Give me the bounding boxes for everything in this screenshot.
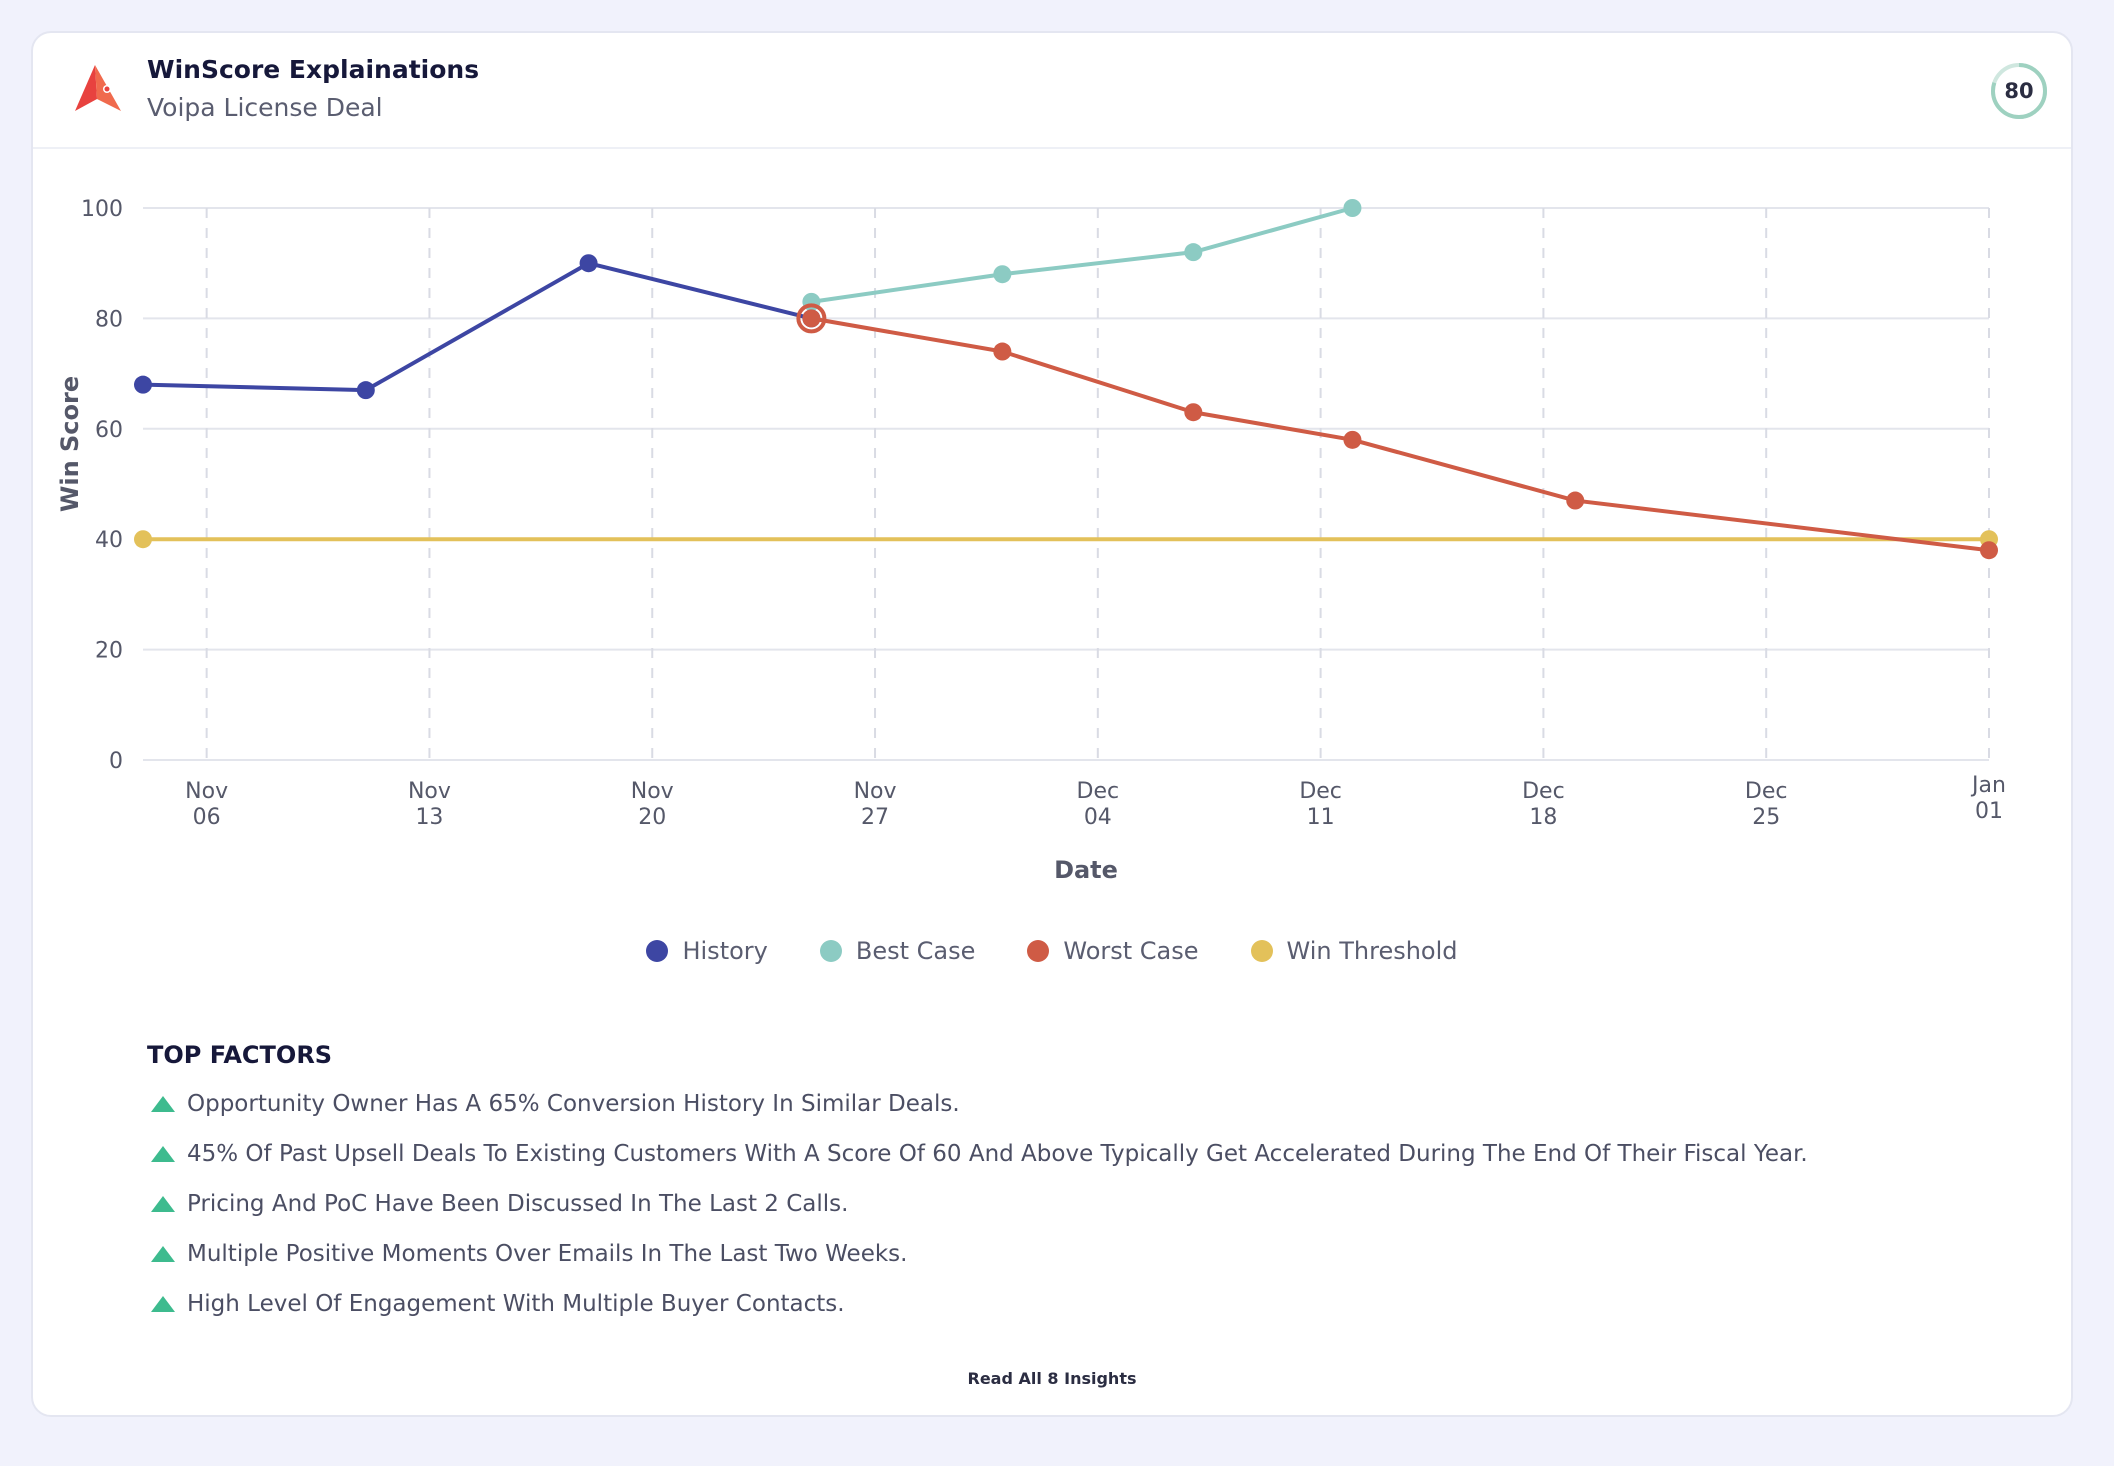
factor-item: Opportunity Owner Has A 65% Conversion H…: [151, 1091, 960, 1117]
x-tick-label-day: 01: [1975, 799, 2003, 824]
triangle-up-icon: [151, 1246, 175, 1262]
x-tick-label-month: Nov: [631, 779, 674, 804]
x-tick-label-month: Dec: [1745, 779, 1788, 804]
data-point-worst-case: [1343, 430, 1362, 449]
score-ring-icon: [1991, 63, 2047, 119]
legend-dot-icon: [819, 940, 842, 962]
brand-logo-icon: [75, 65, 121, 111]
y-tick-label: 0: [109, 749, 123, 774]
x-tick-label-month: Dec: [1522, 779, 1565, 804]
legend-dot-icon: [646, 940, 669, 962]
read-all-insights-link[interactable]: Read All 8 Insights: [967, 1369, 1137, 1388]
legend-item-history[interactable]: History: [646, 937, 768, 965]
data-point-worst-case: [802, 309, 821, 328]
factor-item: Pricing And PoC Have Been Discussed In T…: [151, 1191, 848, 1217]
y-tick-label: 100: [81, 197, 123, 222]
triangle-up-icon: [151, 1146, 175, 1162]
win-score-badge[interactable]: 80: [2004, 79, 2034, 103]
triangle-up-icon: [151, 1296, 175, 1312]
data-point-history: [134, 375, 152, 394]
legend-label: Best Case: [855, 937, 976, 965]
data-point-worst-case: [993, 342, 1012, 361]
factor-text: 45% Of Past Upsell Deals To Existing Cus…: [187, 1141, 1808, 1167]
data-point-worst-case: [1566, 491, 1585, 510]
chart-legend: History Best Case Worst Case Win Thresho…: [33, 937, 2071, 965]
factor-text: High Level Of Engagement With Multiple B…: [187, 1291, 845, 1317]
x-tick-label-month: Dec: [1077, 779, 1120, 804]
factor-item: High Level Of Engagement With Multiple B…: [151, 1291, 845, 1317]
current-point-highlight: [796, 303, 827, 334]
triangle-up-icon: [151, 1196, 175, 1212]
legend-label: Worst Case: [1063, 937, 1199, 965]
x-tick-label-day: 18: [1529, 805, 1557, 830]
factor-text: Pricing And PoC Have Been Discussed In T…: [187, 1191, 849, 1217]
series-line-worst-case: [811, 316, 1990, 553]
series-line-best-case: [811, 206, 1353, 304]
winscore-line-chart: 020406080100Nov06Nov13Nov20Nov27Dec04Dec…: [56, 197, 2006, 884]
data-point-history: [356, 381, 375, 400]
triangle-up-icon: [151, 1096, 175, 1112]
y-axis-title: Win Score: [56, 376, 84, 512]
factor-item: Multiple Positive Moments Over Emails In…: [151, 1241, 907, 1267]
card-title: WinScore Explainations: [147, 55, 480, 84]
legend-dot-icon: [1027, 940, 1050, 962]
x-tick-label-day: 20: [638, 805, 666, 830]
x-tick-label-day: 11: [1307, 805, 1335, 830]
deal-name: Voipa License Deal: [147, 93, 383, 122]
data-point-history: [579, 254, 598, 273]
x-tick-label-month: Nov: [408, 779, 451, 804]
card-header: WinScore Explainations Voipa License Dea…: [33, 33, 2071, 149]
legend-dot-icon: [1250, 940, 1273, 962]
x-tick-label-day: 13: [415, 805, 443, 830]
x-tick-label-day: 04: [1084, 805, 1112, 830]
data-point-worst-case: [1980, 541, 1998, 560]
legend-item-worst-case[interactable]: Worst Case: [1027, 937, 1199, 965]
x-tick-label-day: 25: [1752, 805, 1780, 830]
x-tick-label-month: Nov: [185, 779, 228, 804]
legend-label: History: [682, 937, 768, 965]
x-axis-title: Date: [1054, 856, 1118, 884]
x-tick-label-month: Nov: [854, 779, 897, 804]
data-point-best-case: [1343, 199, 1362, 217]
y-tick-label: 40: [95, 528, 123, 553]
y-tick-label: 80: [95, 307, 123, 332]
x-tick-label-month: Jan: [1970, 773, 2006, 798]
y-tick-label: 20: [95, 639, 123, 664]
data-point-worst-case: [1184, 403, 1203, 422]
legend-item-best-case[interactable]: Best Case: [819, 937, 976, 965]
x-tick-label-day: 27: [861, 805, 889, 830]
legend-item-win-threshold[interactable]: Win Threshold: [1250, 937, 1458, 965]
series-line-history: [142, 261, 812, 393]
data-point-best-case: [1184, 243, 1203, 262]
factor-text: Multiple Positive Moments Over Emails In…: [187, 1241, 908, 1267]
data-point-best-case: [993, 265, 1012, 284]
y-tick-label: 60: [95, 418, 123, 443]
factor-item: 45% Of Past Upsell Deals To Existing Cus…: [151, 1141, 1808, 1167]
top-factors-heading: TOP FACTORS: [147, 1041, 333, 1069]
legend-label: Win Threshold: [1286, 937, 1458, 965]
winscore-card: WinScore Explainations Voipa License Dea…: [31, 31, 2073, 1417]
x-tick-label-month: Dec: [1299, 779, 1342, 804]
data-point-win-threshold: [134, 530, 152, 549]
factor-text: Opportunity Owner Has A 65% Conversion H…: [187, 1091, 960, 1117]
x-tick-label-day: 06: [193, 805, 221, 830]
